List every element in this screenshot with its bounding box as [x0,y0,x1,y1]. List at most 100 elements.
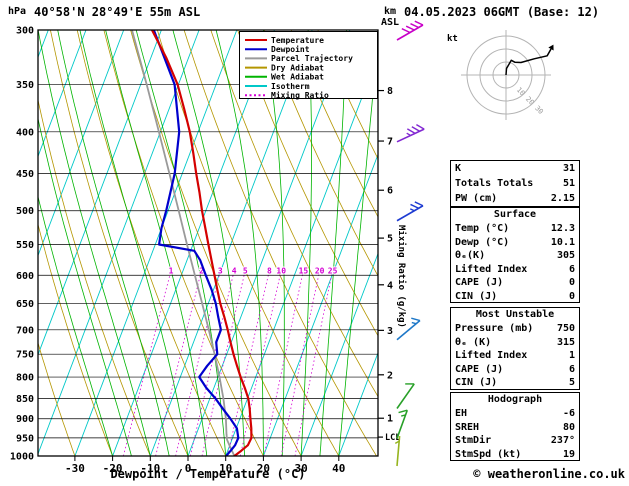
stat-row: Dewp (°C) 10.1 [451,236,579,250]
svg-text:hPa: hPa [8,6,26,17]
wind-barb [396,383,415,409]
svg-text:2: 2 [199,267,204,276]
wind-barb [396,409,409,439]
svg-text:20: 20 [257,462,270,475]
surface-rows: Temp (°C) 12.3 Dewp (°C) 10.1 θₑ(K) 305 Lifted… [451,222,579,303]
stat-value: 12.3 [550,223,575,234]
stat-label: CIN (J) [455,377,498,388]
stat-label: SREH [455,421,480,433]
stat-value: 6 [568,263,575,275]
svg-text:kt: kt [447,34,458,44]
svg-text:20: 20 [524,95,536,107]
svg-text:Mixing Ratio: Mixing Ratio [271,90,329,100]
stat-label: Lifted Index [455,350,528,361]
svg-text:25: 25 [328,267,338,276]
datetime-title: 04.05.2023 06GMT (Base: 12) [404,5,600,19]
stat-row: CIN (J) 5 [451,376,579,390]
svg-text:5: 5 [243,267,248,276]
svg-text:-20: -20 [103,462,123,475]
stat-label: CAPE (J) [455,363,504,375]
svg-text:30: 30 [533,104,545,116]
svg-text:700: 700 [16,325,34,336]
indices-table: K 31 Totals Totals 51 PW (cm) 2.15 [450,160,580,207]
svg-text:Dry Adiabat: Dry Adiabat [271,62,324,72]
indices-rows: K 31 Totals Totals 51 PW (cm) 2.15 [451,161,579,206]
station-title: 40°58'N 28°49'E 55m ASL [34,5,201,19]
stat-row: CAPE (J) 6 [451,363,579,377]
svg-text:6: 6 [387,186,393,197]
stat-row: StmSpd (kt) 19 [451,448,579,462]
stat-label: Dewp (°C) [455,236,510,248]
svg-text:550: 550 [16,240,34,251]
svg-text:300: 300 [16,26,34,37]
svg-text:40: 40 [332,462,345,475]
svg-text:Temperature: Temperature [271,36,324,45]
stat-label: K [455,163,462,174]
svg-text:Wet Adiabat: Wet Adiabat [271,72,324,82]
stat-value: 80 [562,421,575,433]
surface-table-title: Surface [493,209,537,220]
stat-label: θₑ(K) [455,250,486,261]
stat-value: -6 [562,408,575,419]
x-axis-title: Dewpoint / Temperature (°C) [110,467,306,481]
hodograph-rows: EH -6 SREH 80 StmDir 237° StmSpd (kt) 19 [451,407,579,461]
stat-label: StmSpd (kt) [455,448,522,460]
svg-text:10: 10 [276,267,286,276]
stat-row: θₑ (K) 315 [451,336,579,350]
stat-value: 2.15 [550,193,575,204]
stat-value: 6 [568,363,575,375]
svg-text:Parcel Trajectory: Parcel Trajectory [271,53,353,63]
stat-value: 750 [556,323,575,334]
stat-value: 1 [568,350,575,361]
svg-text:5: 5 [387,234,393,245]
stat-value: 19 [562,448,575,460]
stat-label: Pressure (mb) [455,323,534,334]
svg-text:650: 650 [16,299,34,310]
stat-label: PW (cm) [455,193,498,204]
surface-table: Surface Temp (°C) 12.3 Dewp (°C) 10.1 θₑ(K) 3… [450,207,580,303]
stat-value: 0 [568,290,575,302]
axis-labels: 3003504004505005506006507007508008509009… [8,6,407,475]
most-unstable-table-title: Most Unstable [475,309,555,320]
svg-text:800: 800 [16,373,34,384]
stat-label: EH [455,408,468,419]
svg-text:4: 4 [387,280,393,291]
most-unstable-rows: Pressure (mb) 750 θₑ (K) 315 Lifted Index 1 CA… [451,322,579,390]
wind-barb [396,317,421,341]
stat-row: Lifted Index 6 [451,263,579,277]
svg-text:750: 750 [16,350,34,361]
svg-text:20: 20 [315,267,325,276]
stat-row: θₑ(K) 305 [451,249,579,263]
stat-row: CAPE (J) 0 [451,276,579,290]
stat-value: 305 [556,250,575,261]
svg-text:7: 7 [387,137,393,148]
svg-text:450: 450 [16,169,34,180]
wind-barbs [394,20,425,467]
svg-text:1000: 1000 [10,452,34,463]
svg-text:10: 10 [219,462,232,475]
stat-value: 5 [568,377,575,388]
svg-text:Dewpoint: Dewpoint [271,44,310,54]
stat-value: 237° [550,435,575,446]
parcel-trajectory-curve [131,30,236,456]
stat-row: PW (cm) 2.15 [451,191,579,206]
stat-row: Temp (°C) 12.3 [451,222,579,236]
stat-row: Lifted Index 1 [451,349,579,363]
svg-text:400: 400 [16,127,34,138]
dewpoint-curve [152,30,240,456]
stat-row: K 31 [451,161,579,176]
svg-text:8: 8 [387,86,393,97]
mixing-ratio-labels: 1 2 3 4 5 8 10 15 20 25 [168,266,339,277]
stat-row: CIN (J) 0 [451,290,579,304]
svg-text:-30: -30 [65,462,85,475]
svg-text:30: 30 [294,462,307,475]
temperature-curve [151,30,253,456]
stat-value: 51 [562,178,575,189]
wind-barb [394,436,401,467]
stat-label: Temp (°C) [455,223,510,234]
stat-row: Pressure (mb) 750 [451,322,579,336]
svg-text:ASL: ASL [381,17,399,28]
